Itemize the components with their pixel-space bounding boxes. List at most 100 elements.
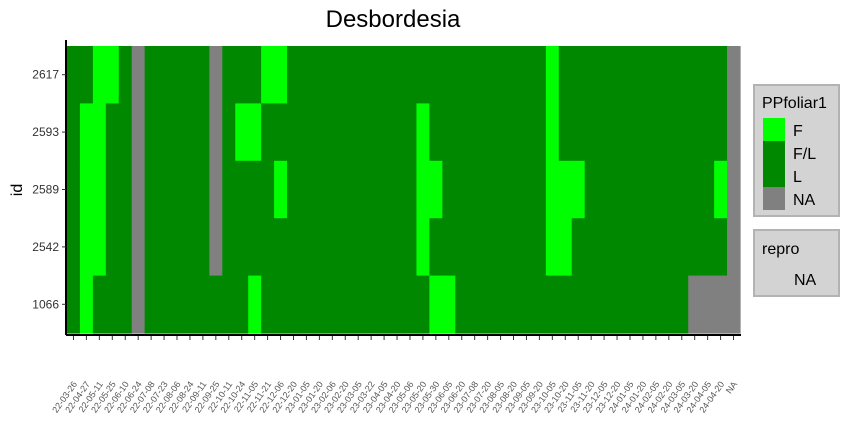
heatmap-cell-2593-6: [144, 103, 159, 162]
heatmap-cell-2589-29: [442, 160, 456, 219]
heatmap-cell-2589-49: [701, 160, 715, 219]
heatmap-cell-2542-22: [351, 218, 366, 277]
heatmap-cell-1066-41: [597, 275, 612, 334]
y-tick-label-2593: 2593: [32, 125, 59, 139]
heatmap-cell-2589-1: [79, 160, 94, 219]
heatmap-cell-2542-24: [377, 218, 392, 277]
heatmap-cell-1066-50: [714, 275, 728, 334]
heatmap-cell-2589-28: [429, 160, 443, 219]
heatmap-cell-2617-40: [584, 46, 599, 104]
heatmap-cell-2593-41: [597, 103, 612, 162]
heatmap-cell-2542-23: [364, 218, 379, 277]
heatmap-cell-1066-8: [170, 275, 185, 334]
heatmap-cell-2542-20: [325, 218, 340, 277]
y-tick-label-2589: 2589: [32, 183, 59, 197]
heatmap-cell-2589-43: [623, 160, 638, 219]
heatmap-cell-2542-43: [623, 218, 638, 277]
heatmap-cell-1066-1: [79, 275, 94, 334]
heatmap-cell-1066-44: [636, 275, 650, 334]
heatmap-cell-2589-19: [312, 160, 327, 219]
heatmap-cell-2542-4: [118, 218, 133, 277]
heatmap-cell-2589-18: [299, 160, 314, 219]
heatmap-cell-2542-30: [455, 218, 469, 277]
heatmap-cell-2593-43: [623, 103, 638, 162]
heatmap-cell-2593-45: [649, 103, 663, 162]
heatmap-cell-1066-42: [610, 275, 625, 334]
heatmap-cell-2617-26: [403, 46, 418, 104]
heatmap-cell-2542-42: [610, 218, 625, 277]
y-axis-ticks: 2617 2593 2589 2542 1066: [32, 68, 66, 311]
heatmap-cell-2589-32: [481, 160, 495, 219]
heatmap-cell-2589-35: [519, 160, 534, 219]
heatmap-cell-2593-37: [545, 103, 560, 162]
heatmap-cell-1066-43: [623, 275, 638, 334]
heatmap-cell-2542-41: [597, 218, 612, 277]
heatmap-cell-2589-11: [209, 160, 223, 219]
heatmap-cell-2589-25: [390, 160, 405, 219]
heatmap-cell-2593-19: [312, 103, 327, 162]
heatmap-cell-1066-24: [377, 275, 392, 334]
heatmap-cell-2593-49: [701, 103, 715, 162]
heatmap-cell-1066-23: [364, 275, 379, 334]
heatmap-cell-1066-37: [545, 275, 560, 334]
heatmap-cell-2617-29: [442, 46, 456, 104]
heatmap-cell-2542-13: [235, 218, 249, 277]
heatmap-cell-2589-12: [222, 160, 236, 219]
heatmap-cell-2593-16: [274, 103, 288, 162]
heatmap-cell-2593-21: [338, 103, 353, 162]
y-tick-label-1066: 1066: [32, 297, 59, 311]
heatmap-cell-2542-45: [649, 218, 663, 277]
heatmap-cell-2617-27: [416, 46, 430, 104]
heatmap-cell-2617-46: [662, 46, 676, 104]
heatmap-cell-2617-33: [494, 46, 508, 104]
heatmap-cell-2617-16: [274, 46, 288, 104]
heatmap-cell-1066-51: [727, 275, 741, 334]
heatmap-cell-2542-17: [287, 218, 301, 277]
heatmap-cell-2593-26: [403, 103, 418, 162]
heatmap-cell-1066-18: [299, 275, 314, 334]
heatmap-cell-2589-20: [325, 160, 340, 219]
heatmap-cell-2542-38: [558, 218, 573, 277]
heatmap-cell-2617-22: [351, 46, 366, 104]
heatmap-cell-2589-9: [183, 160, 198, 219]
heatmap-cell-2589-2: [92, 160, 107, 219]
heatmap-cell-2617-45: [649, 46, 663, 104]
legend-repro-label: NA: [794, 272, 817, 289]
heatmap-cell-2589-26: [403, 160, 418, 219]
heatmap-cell-1066-4: [118, 275, 133, 334]
heatmap-cell-2617-37: [545, 46, 560, 104]
heatmap-cell-2617-9: [183, 46, 198, 104]
heatmap-cell-2542-2: [92, 218, 107, 277]
heatmap-cell-2617-39: [571, 46, 586, 104]
heatmap-cell-2542-21: [338, 218, 353, 277]
heatmap-cell-1066-31: [468, 275, 482, 334]
heatmap-cell-2589-13: [235, 160, 249, 219]
x-axis-ticks: 22-03-2622-04-2722-05-1122-05-2522-06-10…: [50, 336, 739, 415]
heatmap-cell-2593-3: [105, 103, 120, 162]
heatmap-cell-1066-32: [481, 275, 495, 334]
heatmap-cell-2593-1: [79, 103, 94, 162]
heatmap-cell-1066-39: [571, 275, 586, 334]
heatmap-cell-1066-29: [442, 275, 456, 334]
heatmap-cell-1066-14: [248, 275, 262, 334]
heatmap-cell-2617-49: [701, 46, 715, 104]
heatmap-cell-2542-9: [183, 218, 198, 277]
heatmap-cell-1066-46: [662, 275, 676, 334]
heatmap-cell-2542-6: [144, 218, 159, 277]
heatmap-cell-2542-3: [105, 218, 120, 277]
heatmap-cell-2593-10: [196, 103, 210, 162]
heatmap-cell-2617-28: [429, 46, 443, 104]
heatmap-cell-1066-36: [532, 275, 547, 334]
legend-ppfoliar1-items: F F/L L NA: [763, 118, 816, 210]
heatmap-cell-2542-18: [299, 218, 314, 277]
heatmap-cell-2593-48: [688, 103, 702, 162]
heatmap-cell-2617-44: [636, 46, 650, 104]
heatmap-cell-2593-8: [170, 103, 185, 162]
heatmap-cell-1066-34: [507, 275, 521, 334]
heatmap-cell-2593-11: [209, 103, 223, 162]
legend-label-3: NA: [793, 192, 816, 209]
heatmap-cell-2593-0: [67, 103, 81, 162]
heatmap-cell-2589-48: [688, 160, 702, 219]
heatmap-cell-2593-35: [519, 103, 534, 162]
